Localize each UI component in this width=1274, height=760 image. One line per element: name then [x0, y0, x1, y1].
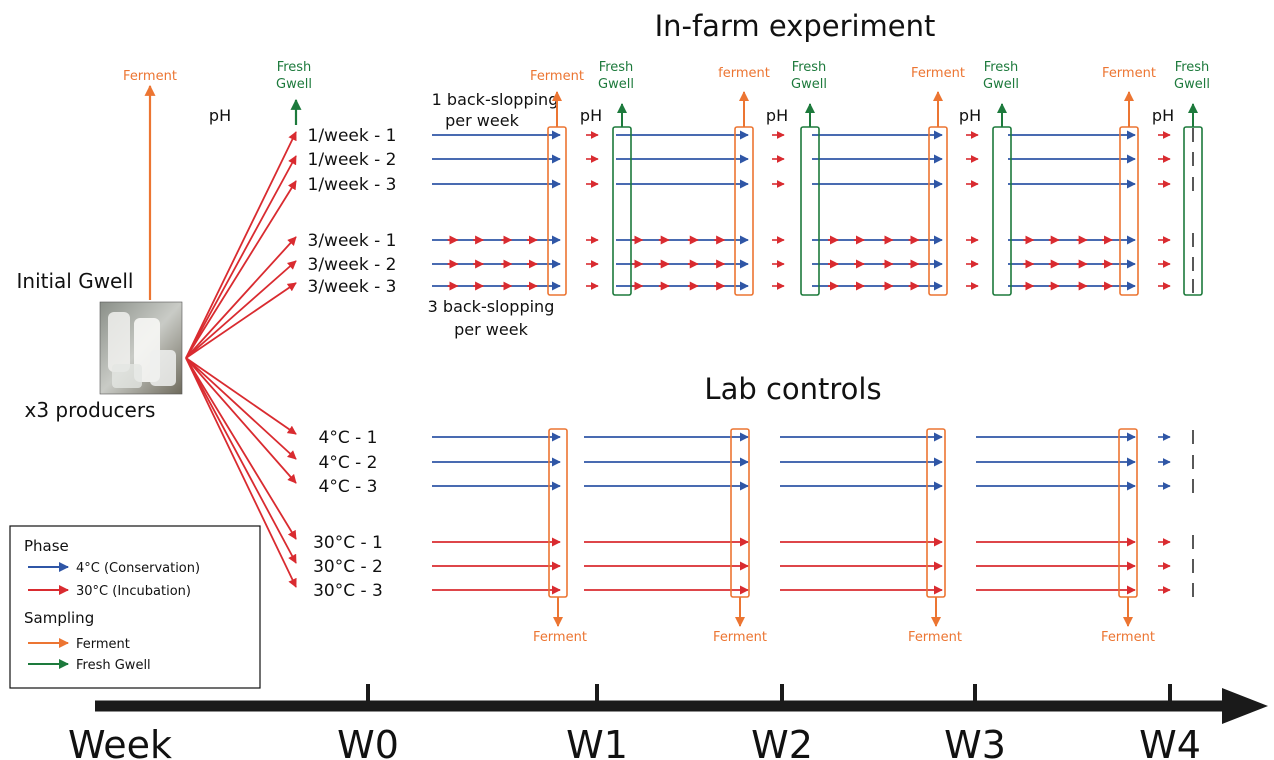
top-ph-label: pH [959, 106, 981, 125]
lab-row-label: 4°C - 2 [319, 453, 378, 473]
top-ph-label: pH [1152, 106, 1174, 125]
legend-sampling-item: Ferment [76, 637, 130, 652]
top-ph-label: pH [580, 106, 602, 125]
infarm-title: In-farm experiment [655, 9, 936, 43]
timeline-week-tick-label: W3 [944, 723, 1006, 760]
ferment-sampling-box [1120, 127, 1138, 295]
inoculation-fan [186, 132, 296, 587]
initial-gwell-label: Initial Gwell [17, 269, 134, 293]
three-backslopping-note-1: 3 back-slopping [428, 297, 555, 316]
lab-row-label: 4°C - 1 [319, 428, 378, 448]
legend-phase-title: Phase [24, 537, 69, 555]
top-fresh-label: Gwell [1174, 77, 1210, 92]
legend-phase-item: 30°C (Incubation) [76, 584, 191, 599]
lab-row-label: 4°C - 3 [319, 477, 378, 497]
gwell-containers-photo [100, 302, 182, 394]
lab-row-label: 30°C - 2 [313, 557, 383, 577]
initial-ph-label: pH [209, 106, 231, 125]
lab-ferment-sampling-box [549, 429, 567, 597]
lab-row-label: 30°C - 3 [313, 581, 383, 601]
three-backslopping-note-2: per week [454, 320, 528, 339]
top-ferment-label: Ferment [530, 69, 584, 84]
lab-ferment-label: Ferment [533, 630, 587, 645]
top-fresh-label: Gwell [983, 77, 1019, 92]
infarm-row-label: 1/week - 2 [308, 150, 397, 170]
one-backslopping-note-2: per week [445, 111, 519, 130]
inoculation-arrow [186, 358, 296, 483]
top-fresh-label: Fresh [599, 60, 634, 75]
infarm-row-label: 1/week - 3 [308, 175, 397, 195]
ferment-sampling-box [548, 127, 566, 295]
ferment-sampling-box [735, 127, 753, 295]
infarm-row-labels: 1/week - 1 1/week - 2 1/week - 3 3/week … [308, 126, 397, 297]
top-fresh-label: Fresh [984, 60, 1019, 75]
top-ph-label: pH [766, 106, 788, 125]
fresh-gwell-sampling-box [613, 127, 631, 295]
initial-fresh-label-2: Gwell [276, 77, 312, 92]
inoculation-arrow [186, 261, 296, 358]
sampling-boxes [548, 92, 1202, 626]
lab-ferment-label: Ferment [908, 630, 962, 645]
top-sampling-labels: Ferment ferment Ferment Ferment Fresh Gw… [530, 60, 1210, 125]
timeline-week-label: Week [68, 723, 172, 760]
infarm-row-label: 1/week - 1 [308, 126, 397, 146]
lab-ferment-sampling-box [731, 429, 749, 597]
legend: Phase 4°C (Conservation) 30°C (Incubatio… [10, 526, 260, 688]
initial-ferment-label: Ferment [123, 69, 177, 84]
lab-ferment-label: Ferment [1101, 630, 1155, 645]
inoculation-arrow [186, 358, 296, 539]
legend-phase-item: 4°C (Conservation) [76, 561, 200, 576]
timeline-arrowhead [1222, 688, 1268, 724]
infarm-row-label: 3/week - 3 [308, 277, 397, 297]
lab-sampling-labels: Ferment Ferment Ferment Ferment [533, 630, 1155, 645]
legend-sampling-item: Fresh Gwell [76, 658, 151, 673]
initial-gwell-group: Ferment pH Fresh Gwell Initial Gwell x3 … [17, 60, 312, 422]
one-backslopping-note-1: 1 back-slopping [432, 90, 559, 109]
initial-fresh-label-1: Fresh [277, 60, 312, 75]
lab-row-labels: 4°C - 1 4°C - 2 4°C - 3 30°C - 1 30°C - … [313, 428, 383, 601]
lab-ferment-label: Ferment [713, 630, 767, 645]
timeline-week-tick-label: W2 [751, 723, 813, 760]
inoculation-arrow [186, 181, 296, 358]
ferment-sampling-box [929, 127, 947, 295]
flow-arrows [432, 128, 1193, 597]
inoculation-arrow [186, 132, 296, 358]
top-fresh-label: Fresh [792, 60, 827, 75]
top-ferment-label: ferment [718, 66, 770, 81]
inoculation-arrow [186, 283, 296, 358]
fresh-gwell-sampling-box [801, 127, 819, 295]
top-ferment-label: Ferment [911, 66, 965, 81]
lab-ferment-sampling-box [927, 429, 945, 597]
timeline-week-tick-label: W0 [337, 723, 399, 760]
infarm-row-label: 3/week - 1 [308, 231, 397, 251]
inoculation-arrow [186, 358, 296, 434]
timeline: Week W0 W1 W2 W3 W4 [68, 684, 1268, 760]
lab-row-label: 30°C - 1 [313, 533, 383, 553]
inoculation-arrow [186, 156, 296, 358]
inoculation-arrow [186, 358, 296, 459]
top-fresh-label: Gwell [598, 77, 634, 92]
top-fresh-label: Fresh [1175, 60, 1210, 75]
infarm-row-label: 3/week - 2 [308, 255, 397, 275]
legend-sampling-title: Sampling [24, 609, 94, 627]
producers-label: x3 producers [25, 398, 156, 422]
lab-title: Lab controls [704, 372, 881, 406]
timeline-week-tick-label: W1 [566, 723, 628, 760]
fresh-gwell-sampling-box [993, 127, 1011, 295]
top-fresh-label: Gwell [791, 77, 827, 92]
lab-ferment-sampling-box [1119, 429, 1137, 597]
top-ferment-label: Ferment [1102, 66, 1156, 81]
timeline-week-tick-label: W4 [1139, 723, 1201, 760]
